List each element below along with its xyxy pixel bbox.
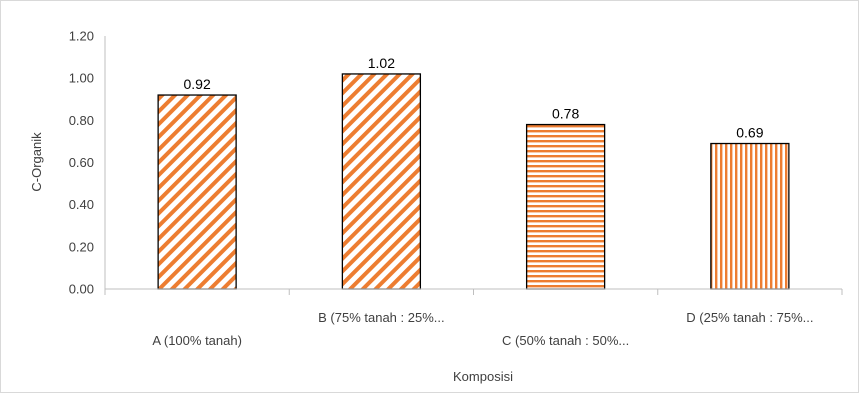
x-axis-group [104, 288, 843, 295]
data-label: 1.02 [368, 55, 395, 71]
data-labels-group: 0.92 1.02 0.78 0.69 [184, 55, 764, 141]
y-tick-label: 0.20 [69, 239, 94, 254]
x-category-label: B (75% tanah : 25%... [318, 310, 444, 325]
y-tick-label: 1.20 [69, 29, 94, 44]
y-tick-label: 0.40 [69, 197, 94, 212]
y-axis-ticks: 0.00 0.20 0.40 0.60 0.80 1.00 1.20 [69, 29, 106, 297]
bar [157, 94, 237, 290]
y-tick-label: 0.00 [69, 282, 94, 297]
y-tick-label: 0.80 [69, 113, 94, 128]
y-tick-label: 0.60 [69, 155, 94, 170]
data-label: 0.92 [184, 76, 211, 92]
y-axis-title: C-Organik [29, 132, 44, 192]
x-category-labels: A (100% tanah) B (75% tanah : 25%... C (50… [152, 310, 813, 348]
x-category-label: A (100% tanah) [152, 333, 242, 348]
data-label: 0.69 [736, 125, 763, 141]
bar [525, 123, 606, 290]
bar [341, 73, 422, 290]
x-axis-title: Komposisi [453, 369, 513, 384]
y-tick-label: 1.00 [69, 71, 94, 86]
x-category-label: C (50% tanah : 50%... [502, 333, 629, 348]
data-label: 0.78 [552, 106, 579, 122]
bar [710, 142, 790, 290]
x-category-label: D (25% tanah : 75%... [686, 310, 813, 325]
bars-group [157, 73, 790, 290]
